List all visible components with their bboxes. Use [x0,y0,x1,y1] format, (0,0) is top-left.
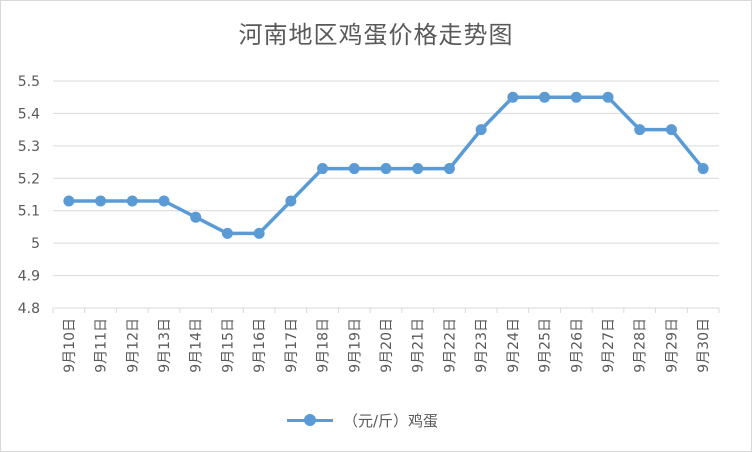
y-tick-label: 5.5 [18,74,40,90]
x-tick-label: 9月18日 [316,318,332,373]
y-tick-label: 4.9 [18,269,40,285]
x-tick-label: 9月16日 [252,318,268,373]
data-point [95,195,107,207]
data-point [665,124,677,136]
data-point [348,163,360,175]
chart-title: 河南地区鸡蛋价格走势图 [238,21,514,49]
x-tick-label: 9月24日 [506,318,522,373]
x-tick-label: 9月20日 [379,318,395,373]
x-tick-label: 9月30日 [696,318,712,373]
y-tick-label: 5.3 [18,139,40,155]
y-tick-label: 5.1 [18,204,40,220]
line-chart: 4.8 4.9 5 5.1 5.2 5.3 5.4 5.5 9月10日 9月11日 9月12日 9月1… [18,74,720,373]
x-tick-label: 9月22日 [442,318,458,373]
x-tick-label: 9月19日 [347,318,363,373]
data-point [380,163,392,175]
x-tick-label: 9月25日 [538,318,554,373]
y-tick-label: 5.2 [18,171,40,187]
data-point [570,91,582,103]
data-point [602,91,614,103]
data-point [63,195,75,207]
data-point [285,195,297,207]
x-tick-label: 9月13日 [157,318,173,373]
y-tick-label: 5 [31,236,40,252]
data-point [697,163,709,175]
data-point [253,227,265,239]
x-tick-label: 9月26日 [569,318,585,373]
x-tick-label: 9月23日 [474,318,490,373]
data-point [634,124,646,136]
data-point [412,163,424,175]
data-point [475,124,487,136]
data-point [443,163,455,175]
x-tick-label: 9月10日 [62,318,78,373]
data-point [126,195,138,207]
x-tick-label: 9月27日 [601,318,617,373]
y-tick-label: 4.8 [18,301,40,317]
x-tick-label: 9月17日 [284,318,300,373]
data-point [507,91,519,103]
x-tick-label: 9月11日 [94,318,110,373]
legend-swatch [287,413,333,427]
data-point [317,163,329,175]
data-point [539,91,551,103]
y-tick-label: 5.4 [18,106,40,122]
data-point [158,195,170,207]
x-tick-label: 9月21日 [411,318,427,373]
legend: （元/斤）鸡蛋 [287,409,438,431]
x-tick-label: 9月15日 [220,318,236,373]
x-tick-label: 9月14日 [189,318,205,373]
data-point [221,227,233,239]
data-point [190,211,202,223]
legend-label: （元/斤）鸡蛋 [343,411,439,430]
x-tick-label: 9月29日 [664,318,680,373]
x-tick-label: 9月12日 [125,318,141,373]
x-tick-label: 9月28日 [633,318,649,373]
